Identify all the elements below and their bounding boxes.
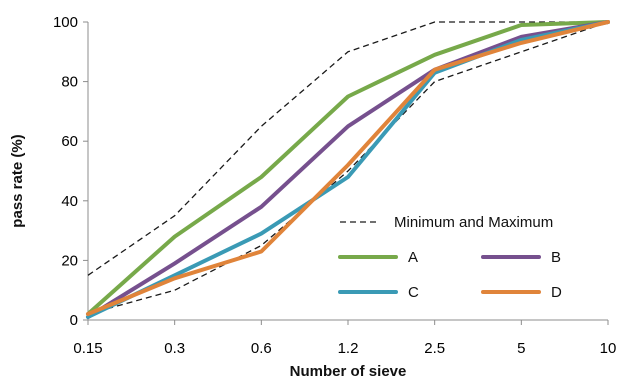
series-lines <box>86 20 610 319</box>
y-tick-label: 60 <box>61 133 78 150</box>
series-line-b <box>86 20 610 319</box>
x-tick-label: 0.15 <box>73 340 102 357</box>
legend-label: C <box>408 284 419 301</box>
x-tick-label: 5 <box>517 340 525 357</box>
x-tick-label: 10 <box>600 340 617 357</box>
series-line-minimum <box>87 21 609 315</box>
y-axis-title: pass rate (%) <box>9 134 26 227</box>
y-tick-label: 80 <box>61 74 78 91</box>
series-line-d <box>86 20 610 316</box>
y-tick-label: 100 <box>53 14 78 31</box>
legend-label: A <box>408 249 418 266</box>
series-line-maximum <box>87 21 608 276</box>
y-tick-label: 0 <box>70 312 78 329</box>
legend-label: B <box>551 249 561 266</box>
x-axis-title: Number of sieve <box>290 363 407 380</box>
y-ticks: 0 20 40 60 80 100 <box>53 14 88 329</box>
x-tick-label: 2.5 <box>424 340 445 357</box>
series-line-a <box>86 20 610 316</box>
x-tick-label: 0.3 <box>164 340 185 357</box>
x-tick-label: 0.6 <box>251 340 272 357</box>
x-ticks: 0.15 0.3 0.6 1.2 2.5 5 10 <box>73 320 616 357</box>
y-tick-label: 40 <box>61 193 78 210</box>
legend-label: D <box>551 284 562 301</box>
legend-label: Minimum and Maximum <box>394 214 553 231</box>
x-tick-label: 1.2 <box>338 340 359 357</box>
series-line-c <box>86 20 610 319</box>
legend: Minimum and Maximum A B C D <box>338 214 562 301</box>
y-tick-label: 20 <box>61 252 78 269</box>
